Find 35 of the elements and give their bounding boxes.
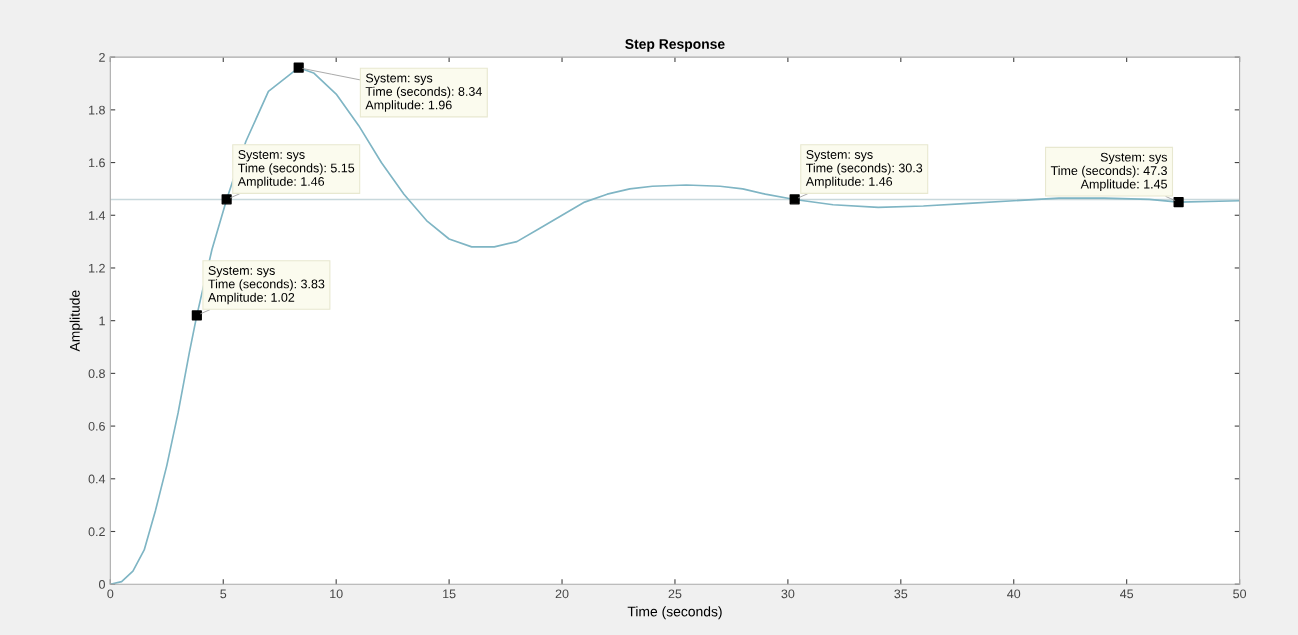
point — [191, 310, 202, 321]
y-tick-label: 2 — [99, 52, 105, 62]
chart-title: Step Response — [625, 39, 725, 52]
y-tick-label: 1.8 — [89, 105, 105, 115]
x-tick-label: 5 — [220, 589, 227, 599]
x-tick-label: 35 — [894, 589, 908, 599]
y-tick-label: 1.2 — [89, 263, 105, 273]
x-tick-label: 50 — [1233, 589, 1247, 599]
point — [221, 194, 232, 205]
y-tick-label: 0.4 — [88, 474, 106, 484]
point — [1173, 197, 1184, 208]
point — [789, 194, 800, 205]
y-tick-label: 0.2 — [88, 527, 105, 537]
y-tick-label: 1 — [99, 316, 105, 326]
x-tick-label: 45 — [1120, 589, 1134, 599]
x-tick-label: 15 — [443, 589, 456, 599]
y-tick-label: 0 — [99, 580, 105, 589]
point — [293, 62, 304, 73]
annotation: System: sys Time (seconds): 30.3 Amplitude: 1.46 — [805, 150, 923, 189]
y-tick-label: 0.8 — [88, 369, 105, 379]
x-tick-label: 25 — [668, 589, 682, 599]
y-tick-label: 1.6 — [89, 158, 105, 168]
x-tick-label: 0 — [107, 589, 114, 599]
y-tick-label: 1.4 — [89, 211, 106, 220]
x-tick-label: 10 — [330, 589, 343, 599]
annotation: System: sys Time (seconds): 5.15 Amplitude: 1.46 — [237, 150, 355, 189]
x-tick-label: 20 — [555, 589, 569, 599]
x-axis-title: Time (seconds) — [627, 606, 722, 620]
y-tick-label: 0.6 — [88, 421, 105, 431]
annotation: System: sys Time (seconds): 3.83 Amplitude: 1.02 — [207, 266, 325, 305]
y-axis-title: Amplitude — [69, 290, 83, 352]
x-tick-label: 30 — [781, 589, 795, 599]
annotation: System: sys Time (seconds): 47.3 Amplitude: 1.45 — [1050, 152, 1168, 191]
x-tick-label: 40 — [1007, 589, 1021, 599]
annotation: System: sys Time (seconds): 8.34 Amplitude: 1.96 — [365, 73, 482, 112]
